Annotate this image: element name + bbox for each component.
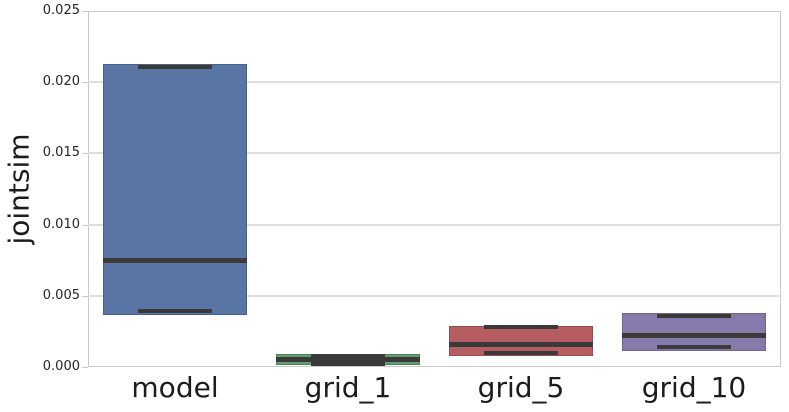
x-tick-label: grid_10 xyxy=(641,371,747,404)
y-tick-label: 0.015 xyxy=(42,145,80,160)
y-tick-mark xyxy=(82,11,88,12)
whisker-cap-high xyxy=(311,354,385,358)
median-line xyxy=(276,357,420,362)
y-gridline xyxy=(88,295,781,297)
whisker-cap-high xyxy=(657,314,731,318)
whisker-cap-low xyxy=(138,309,212,313)
whisker-cap-high xyxy=(484,325,558,329)
median-line xyxy=(449,342,593,347)
y-gridline xyxy=(88,224,781,226)
median-line xyxy=(622,333,766,338)
y-tick-mark xyxy=(82,296,88,297)
whisker-cap-low xyxy=(657,345,731,349)
y-tick-mark xyxy=(82,82,88,83)
y-tick-label: 0.005 xyxy=(42,288,80,303)
y-gridline xyxy=(88,81,781,83)
y-tick-mark xyxy=(82,367,88,368)
y-tick-label: 0.025 xyxy=(42,3,80,18)
whisker-cap-low xyxy=(311,362,385,366)
x-tick-label: grid_5 xyxy=(477,371,565,404)
x-tick-label: model xyxy=(131,371,219,404)
y-tick-mark xyxy=(82,225,88,226)
x-tick-label: grid_1 xyxy=(304,371,392,404)
y-tick-mark xyxy=(82,153,88,154)
y-tick-label: 0.000 xyxy=(42,359,80,374)
y-tick-label: 0.020 xyxy=(42,74,80,89)
whisker-cap-low xyxy=(484,351,558,355)
y-tick-label: 0.010 xyxy=(42,217,80,232)
box-model xyxy=(103,64,247,315)
box-grid_10 xyxy=(622,313,766,351)
y-gridline xyxy=(88,152,781,154)
whisker-cap-high xyxy=(138,65,212,69)
median-line xyxy=(103,258,247,263)
